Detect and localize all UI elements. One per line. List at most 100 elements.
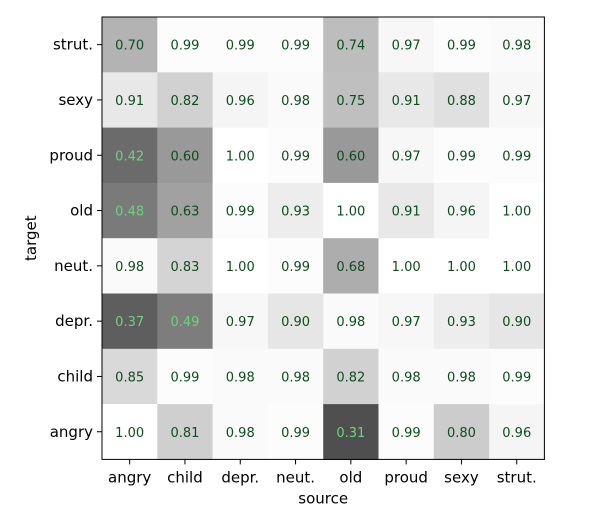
heatmap-cell-proud-sexy [433,127,490,184]
cell-value-label: 0.97 [392,39,421,54]
heatmap-cell-neut.-neut. [267,238,324,294]
x-tick-label: proud [384,468,428,486]
heatmap-cell-child-old [323,348,379,405]
heatmap-cell-strut.-child [157,17,214,73]
heatmap-cell-angry-strut. [489,404,545,460]
cell-value-label: 0.83 [170,260,199,275]
heatmap-cell-proud-angry [102,127,158,184]
cell-value-label: 0.93 [281,205,310,220]
cell-value-label: 0.99 [502,370,531,385]
heatmap-cell-strut.-sexy [433,17,490,73]
cell-value-label: 0.99 [392,426,421,441]
cell-value-label: 0.74 [336,39,365,54]
heatmap-cell-depr.-proud [378,293,435,350]
heatmap-cell-sexy-sexy [433,72,490,129]
heatmap-cell-child-sexy [433,348,490,405]
cell-value-label: 0.91 [392,205,421,220]
heatmap-cell-strut.-old [323,17,379,73]
cell-value-label: 0.48 [115,205,144,220]
heatmap-cell-old-angry [102,182,158,239]
heatmap-cell-child-strut. [489,348,545,405]
cell-value-label: 0.96 [226,94,255,109]
cell-value-label: 0.49 [170,315,199,330]
cell-value-label: 1.00 [502,260,531,275]
y-tick-label: child [57,367,93,385]
cell-value-label: 0.31 [336,426,365,441]
heatmap-cell-depr.-strut. [489,293,545,350]
cell-value-label: 0.99 [281,39,310,54]
heatmap-cell-depr.-old [323,293,379,350]
x-axis-title: source [298,489,348,507]
x-tick-label: depr. [221,468,259,486]
heatmap-cell-neut.-child [157,238,214,294]
heatmap-cell-old-sexy [433,182,490,239]
cell-value-label: 0.60 [170,149,199,164]
cell-value-label: 0.37 [115,315,144,330]
cell-value-label: 0.99 [226,39,255,54]
cell-value-label: 0.99 [281,426,310,441]
plot-frame [101,16,545,460]
x-tick-label: neut. [276,468,315,486]
cell-value-label: 0.75 [336,94,365,109]
heatmap-cell-angry-neut. [267,404,324,460]
heatmap-cell-child-angry [102,348,158,405]
cell-value-label: 0.82 [170,94,199,109]
heatmap-cell-sexy-strut. [489,72,545,129]
cell-value-label: 0.99 [226,205,255,220]
cell-value-label: 0.88 [447,94,476,109]
heatmap-cell-sexy-neut. [267,72,324,129]
heatmap-cell-old-child [157,182,214,239]
y-tick-label: sexy [58,91,93,109]
heatmap-cell-angry-proud [378,404,435,460]
cell-value-label: 0.98 [281,94,310,109]
cell-value-label: 0.97 [392,315,421,330]
cell-value-label: 0.96 [502,426,531,441]
heatmap-cell-angry-sexy [433,404,490,460]
heatmap-cell-angry-angry [102,404,158,460]
cell-value-label: 0.99 [502,149,531,164]
y-tick-label: old [70,202,93,220]
cell-value-label: 0.98 [502,39,531,54]
cell-value-label: 1.00 [115,426,144,441]
heatmap-cell-neut.-depr. [212,238,269,294]
heatmap-cell-depr.-depr. [212,293,269,350]
x-tick-label: sexy [444,468,479,486]
heatmap-cell-sexy-depr. [212,72,269,129]
cell-value-label: 0.90 [281,315,310,330]
y-tick-label: strut. [53,36,93,54]
heatmap-cell-angry-depr. [212,404,269,460]
heatmap-cell-strut.-depr. [212,17,269,73]
cell-value-label: 1.00 [502,205,531,220]
heatmap-cell-proud-child [157,127,214,184]
y-tick-label: angry [50,423,93,441]
cell-value-label: 0.63 [170,205,199,220]
cell-value-label: 0.93 [447,315,476,330]
cell-value-label: 1.00 [226,260,255,275]
cell-value-label: 0.42 [115,149,144,164]
cell-value-label: 0.70 [115,39,144,54]
heatmap-cell-child-child [157,348,214,405]
cell-value-label: 0.99 [170,39,199,54]
cell-value-label: 0.96 [447,205,476,220]
cell-value-label: 0.99 [447,39,476,54]
cell-value-label: 0.82 [336,370,365,385]
heatmap-cell-sexy-angry [102,72,158,129]
heatmap-cell-neut.-strut. [489,238,545,294]
heatmap-cell-neut.-old [323,238,379,294]
cell-value-label: 0.98 [336,315,365,330]
heatmap-cell-neut.-proud [378,238,435,294]
heatmap-cell-neut.-angry [102,238,158,294]
heatmap-cell-strut.-angry [102,17,158,73]
heatmap-cell-angry-child [157,404,214,460]
cell-value-label: 0.98 [226,370,255,385]
cell-value-label: 0.98 [115,260,144,275]
cell-value-label: 0.98 [392,370,421,385]
cell-value-label: 0.97 [392,149,421,164]
heatmap-cell-sexy-old [323,72,379,129]
cell-value-label: 0.85 [115,370,144,385]
heatmap-cell-child-neut. [267,348,324,405]
cell-value-label: 0.97 [502,94,531,109]
heatmap-cell-proud-proud [378,127,435,184]
y-tick-label: depr. [55,312,93,330]
